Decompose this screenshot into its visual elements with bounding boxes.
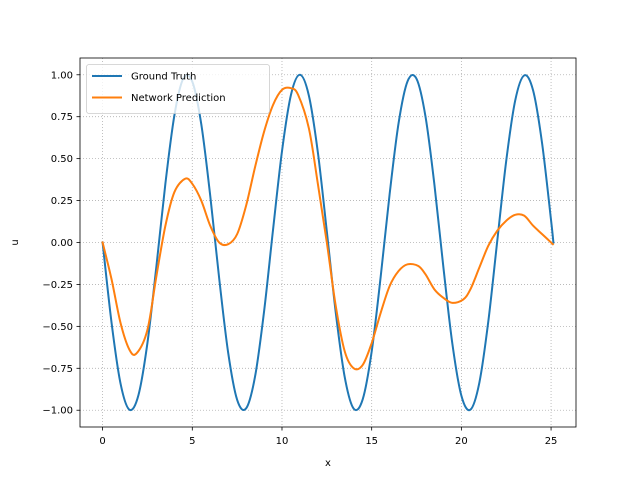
x-axis-label: x bbox=[325, 458, 331, 469]
y-tick-label: −0.50 bbox=[42, 322, 73, 333]
y-tick-label: 0.25 bbox=[51, 196, 73, 207]
x-tick-label: 5 bbox=[189, 436, 195, 447]
x-tick-label: 0 bbox=[99, 436, 105, 447]
x-tick-label: 15 bbox=[365, 436, 378, 447]
y-tick-label: 0.50 bbox=[51, 154, 73, 165]
x-tick-label: 25 bbox=[545, 436, 558, 447]
legend-box bbox=[86, 64, 270, 114]
x-tick-label: 10 bbox=[276, 436, 289, 447]
y-tick-label: 1.00 bbox=[51, 70, 73, 81]
y-tick-label: 0.00 bbox=[51, 238, 73, 249]
y-axis-label: u bbox=[10, 239, 21, 245]
ticks: 0 5 10 15 20 25 −1.00 −0.75 −0.50 −0.25 0.00 0.25 0.… bbox=[42, 70, 557, 447]
legend: Ground Truth Network Prediction bbox=[86, 64, 270, 114]
series-line-network-prediction bbox=[101, 86, 555, 371]
legend-label-ground-truth: Ground Truth bbox=[131, 72, 196, 83]
y-tick-label: −0.25 bbox=[42, 280, 73, 291]
y-tick-label: 0.75 bbox=[51, 112, 73, 123]
x-tick-label: 20 bbox=[455, 436, 468, 447]
y-tick-label: −0.75 bbox=[42, 364, 73, 375]
y-tick-label: −1.00 bbox=[42, 406, 73, 417]
legend-label-network-prediction: Network Prediction bbox=[131, 93, 226, 104]
